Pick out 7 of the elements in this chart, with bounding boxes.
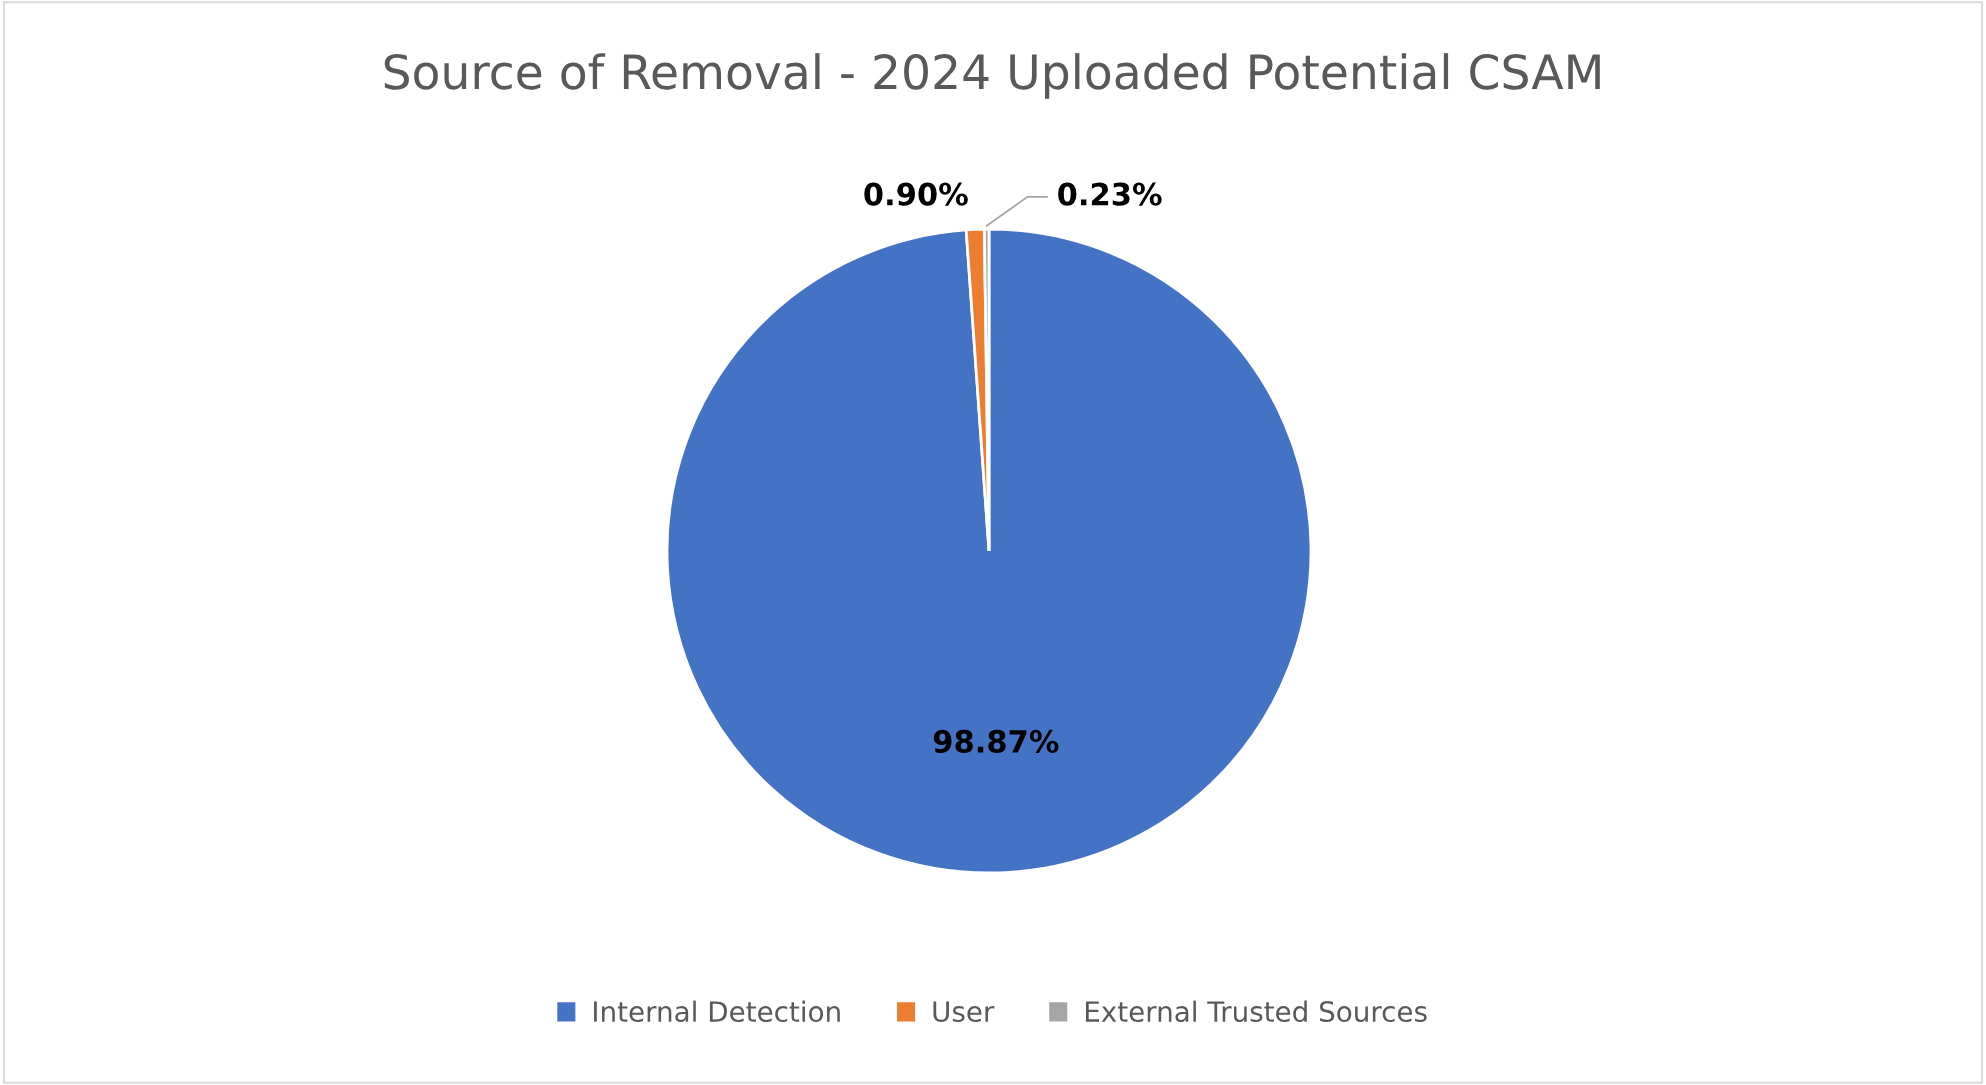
data-label: 0.90%	[864, 182, 968, 206]
legend-label: Internal Detection	[594, 1000, 840, 1023]
legend-label: User	[933, 1001, 995, 1023]
legend-label: External Trusted Sources	[1085, 1000, 1427, 1023]
chart-title: Source of Removal - 2024 Uploaded Potential CSAM	[384, 53, 1600, 99]
data-label: 0.23%	[1058, 182, 1162, 206]
data-label: 98.87%	[933, 729, 1059, 753]
